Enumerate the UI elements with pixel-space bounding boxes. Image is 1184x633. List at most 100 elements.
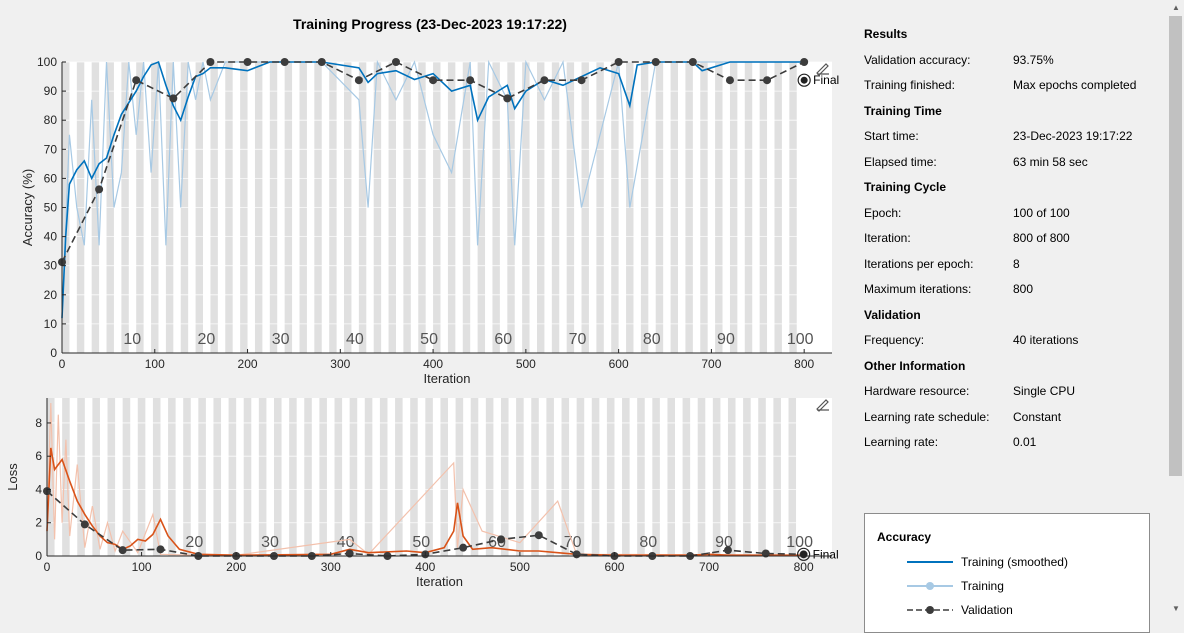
validation-point	[503, 94, 512, 103]
info-row: Iteration: 800 of 800	[864, 226, 1164, 252]
chart-legend: Accuracy Training (smoothed) Training Va…	[864, 513, 1150, 633]
epoch-band	[47, 398, 55, 556]
x-axis-label: Iteration	[424, 371, 471, 386]
epoch-band	[682, 398, 691, 556]
epoch-label: 30	[261, 534, 279, 551]
validation-point	[534, 531, 543, 540]
epoch-band	[727, 398, 736, 556]
validation-point	[80, 520, 89, 529]
info-row: Learning rate: 0.01	[864, 430, 1164, 456]
legend-item-training-smoothed: Training (smoothed)	[905, 554, 1068, 570]
epoch-band	[379, 398, 388, 556]
epoch-band	[258, 398, 267, 556]
epoch-band	[667, 398, 675, 556]
epoch-band	[168, 398, 176, 556]
y-tick-label: 30	[44, 259, 58, 273]
legend-item-validation: Validation	[905, 602, 1013, 618]
y-tick-label: 50	[44, 201, 58, 215]
y-tick-label: 70	[44, 142, 58, 156]
y-tick-label: 100	[37, 55, 57, 69]
scrollbar-thumb[interactable]	[1169, 16, 1182, 476]
validation-point	[169, 94, 178, 103]
epoch-band	[77, 398, 85, 556]
legend-label: Training	[961, 579, 1004, 593]
epoch-band	[622, 398, 630, 556]
epoch-label: 50	[420, 331, 438, 348]
info-key: Elapsed time:	[864, 154, 937, 169]
validation-point	[156, 545, 165, 554]
vertical-scrollbar[interactable]: ▲ ▼	[1168, 0, 1184, 617]
epoch-band	[62, 398, 70, 556]
info-section-title: Training Cycle	[864, 180, 947, 194]
x-tick-label: 100	[145, 357, 165, 371]
epoch-band	[546, 398, 554, 556]
validation-point	[577, 76, 586, 85]
validation-point	[317, 58, 326, 66]
y-tick-label: 0	[35, 549, 42, 563]
info-key: Frequency:	[864, 333, 925, 347]
x-tick-label: 200	[238, 357, 258, 371]
epoch-band	[107, 398, 116, 556]
validation-point	[540, 76, 549, 85]
info-row: Validation accuracy: 93.75%	[864, 48, 1164, 74]
info-value: Single CPU	[1013, 384, 1076, 398]
info-key: Training finished:	[864, 78, 955, 92]
info-section-title: Validation	[864, 307, 921, 322]
y-axis-label: Loss	[5, 463, 20, 491]
validation-series	[61, 61, 805, 263]
final-marker	[797, 73, 811, 87]
info-row: Start time: 23-Dec-2023 19:17:22	[864, 124, 1164, 150]
epoch-label: 10	[123, 331, 141, 348]
legend-label: Training (smoothed)	[961, 555, 1068, 569]
info-section-title: Training Time	[864, 103, 942, 118]
info-value: 23-Dec-2023 19:17:22	[1013, 129, 1133, 143]
epoch-band	[591, 398, 600, 556]
x-tick-label: 600	[604, 560, 624, 574]
validation-point	[466, 76, 475, 85]
info-row: Training finished: Max epochs completed	[864, 73, 1164, 99]
y-tick-label: 80	[44, 113, 58, 127]
export-axes-icon[interactable]	[815, 396, 831, 417]
legend-label: Validation	[961, 603, 1013, 617]
info-value: 800	[1013, 282, 1034, 296]
epoch-band	[455, 398, 464, 556]
x-tick-label: 400	[423, 357, 443, 371]
info-key: Learning rate schedule:	[864, 409, 990, 424]
epoch-band	[92, 398, 100, 556]
y-tick-label: 4	[35, 482, 42, 496]
y-tick-label: 40	[44, 230, 58, 244]
x-axis-label: Iteration	[416, 574, 463, 589]
scroll-down-icon[interactable]: ▼	[1172, 604, 1180, 613]
info-key: Hardware resource:	[864, 384, 970, 398]
validation-point	[800, 58, 809, 66]
x-tick-label: 700	[701, 357, 721, 371]
x-tick-label: 300	[330, 357, 350, 371]
x-tick-label: 100	[132, 560, 152, 574]
epoch-band	[606, 398, 615, 556]
validation-point	[725, 76, 734, 85]
y-tick-label: 60	[44, 171, 58, 185]
validation-point	[459, 543, 468, 552]
x-tick-label: 0	[44, 560, 51, 574]
legend-title: Accuracy	[877, 530, 932, 544]
epoch-label: 20	[198, 331, 216, 348]
info-key: Learning rate:	[864, 435, 939, 449]
info-row: Hardware resource: Single CPU	[864, 379, 1164, 405]
epoch-band	[485, 398, 494, 556]
training-smoothed-series	[46, 447, 804, 557]
epoch-band	[198, 398, 206, 556]
scroll-up-icon[interactable]: ▲	[1172, 3, 1180, 12]
info-value: Constant	[1013, 409, 1062, 424]
x-tick-label: 500	[510, 560, 530, 574]
epoch-label: 80	[643, 331, 661, 348]
info-value: 800 of 800	[1013, 231, 1070, 245]
epoch-label: 80	[639, 534, 657, 551]
export-axes-icon[interactable]	[815, 60, 831, 81]
epoch-band	[410, 398, 418, 556]
x-tick-label: 400	[415, 560, 435, 574]
epoch-band	[364, 398, 373, 556]
epoch-band	[758, 398, 766, 556]
info-key: Maximum iterations:	[864, 282, 972, 296]
final-marker-dot	[800, 76, 808, 84]
